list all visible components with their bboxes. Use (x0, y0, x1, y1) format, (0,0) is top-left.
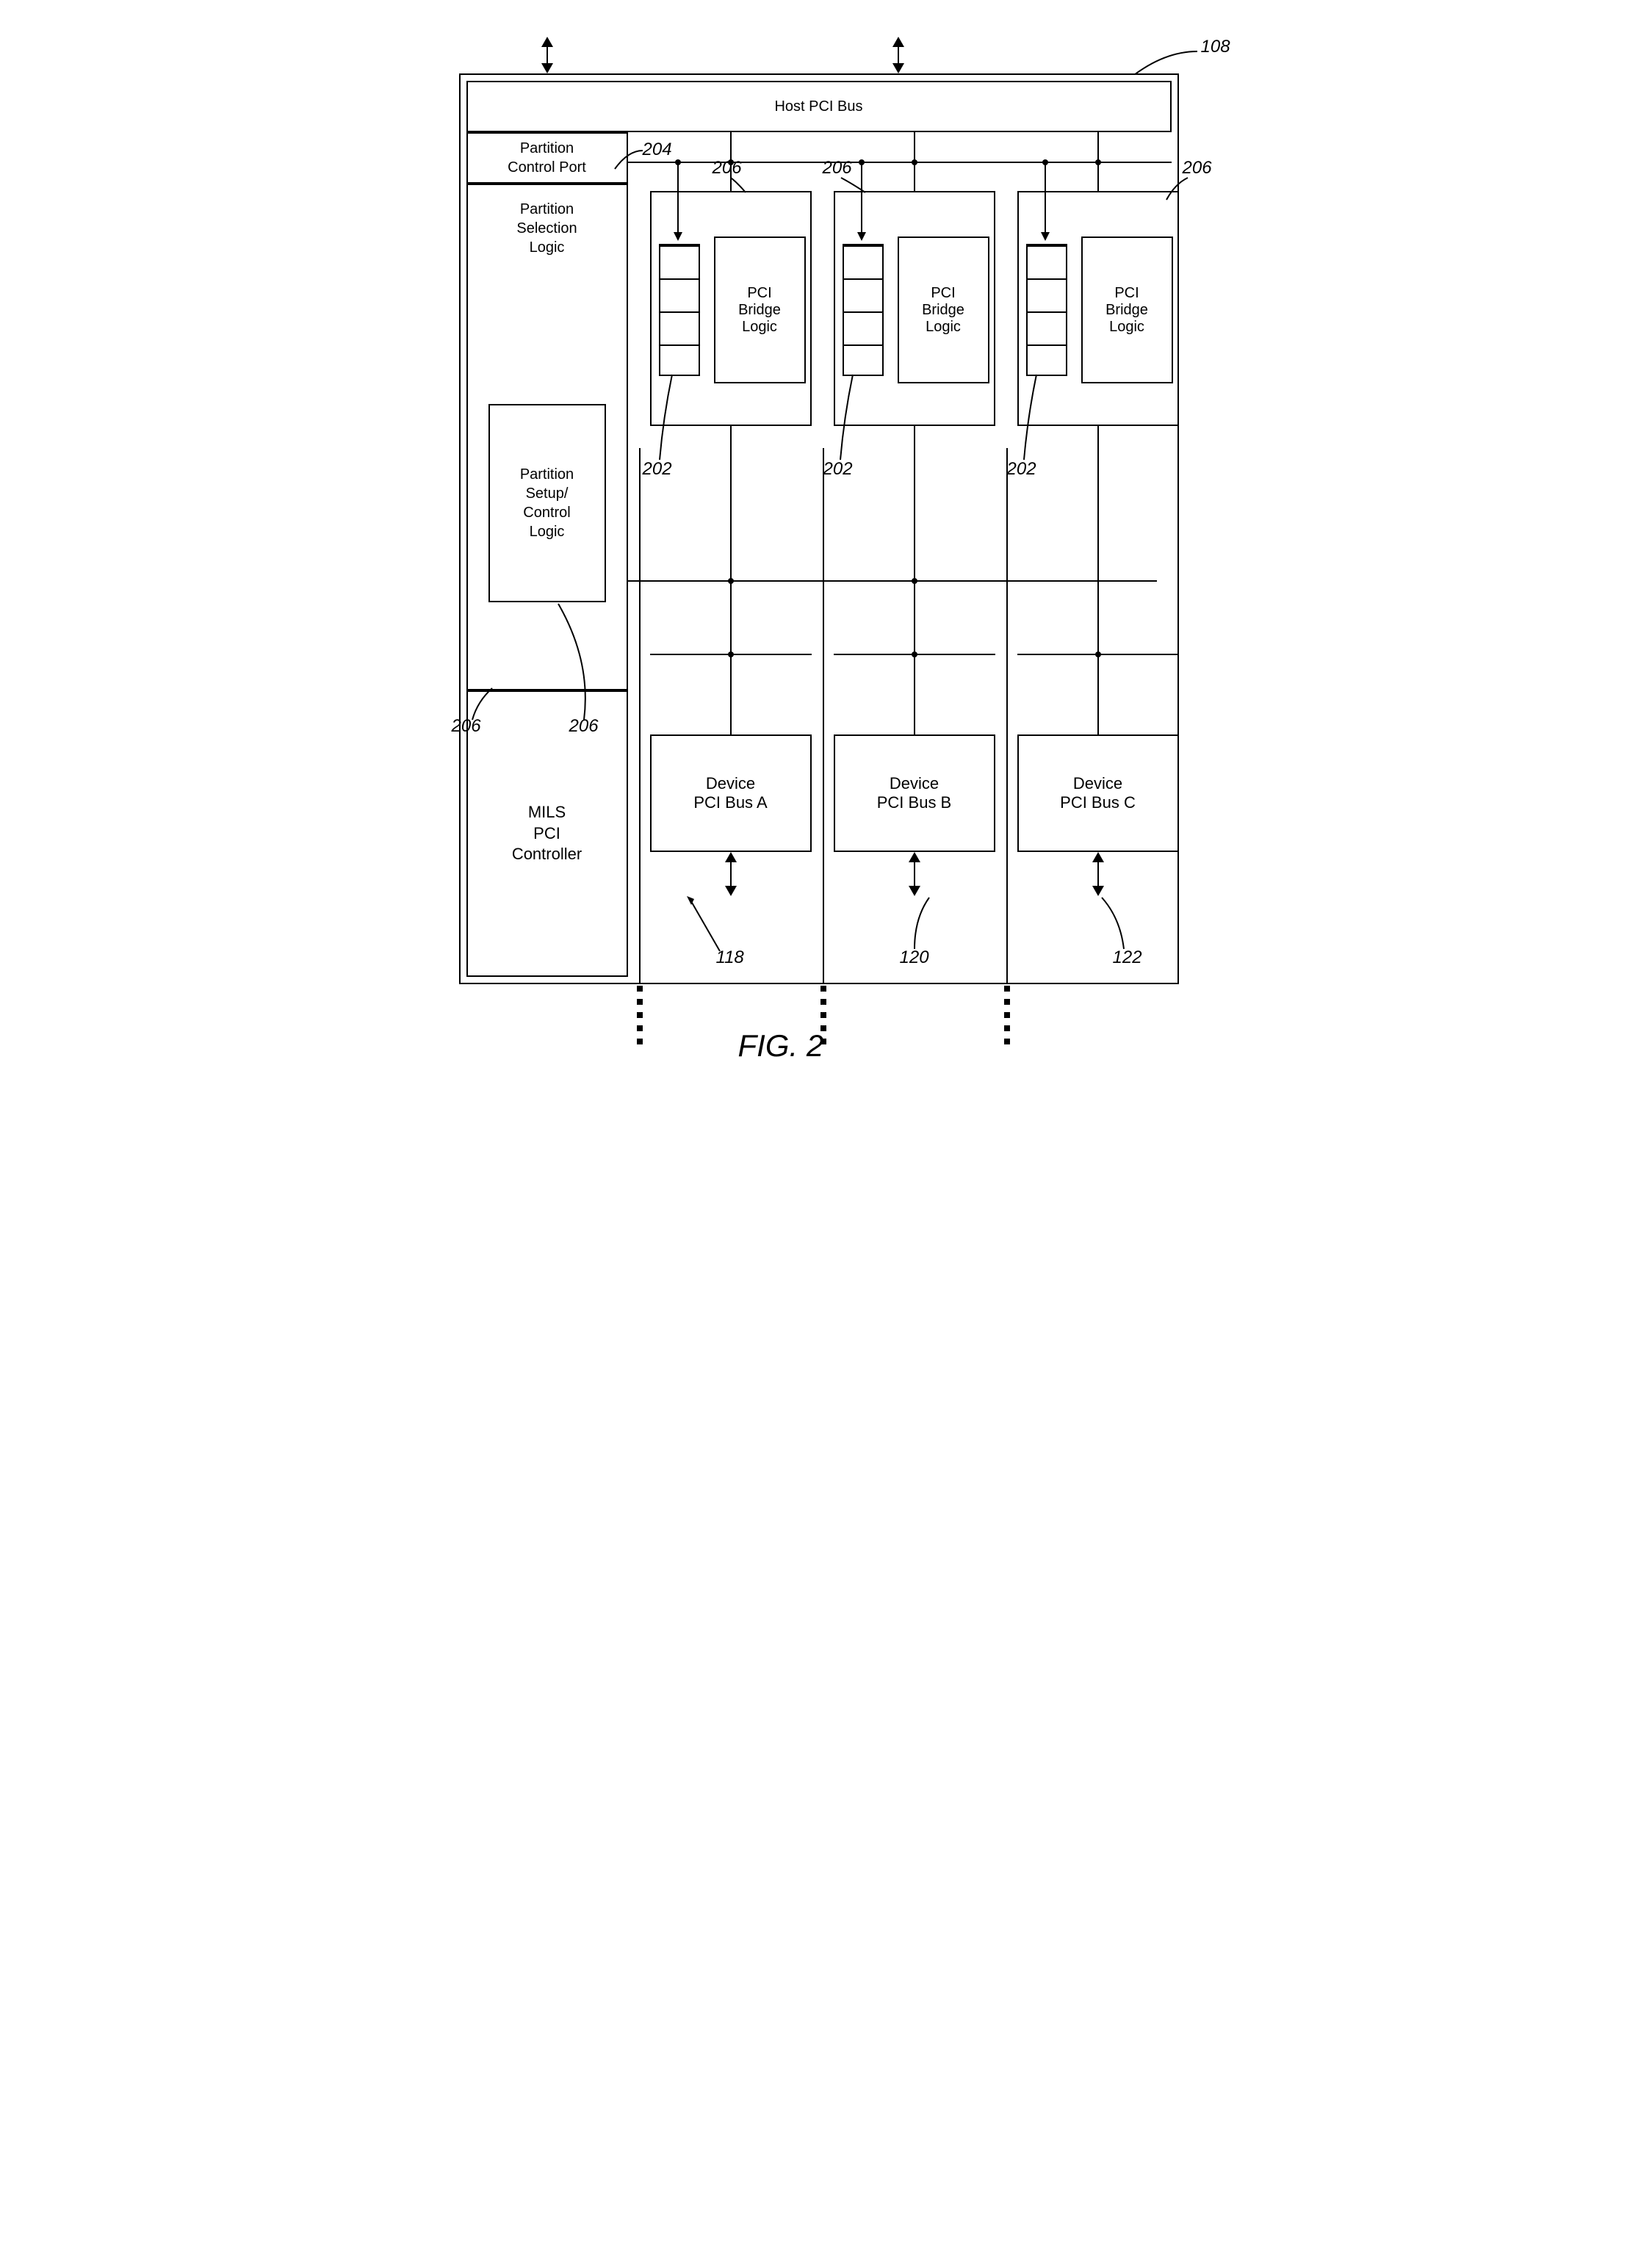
partition-setup-label: Partition Setup/ Control Logic (520, 465, 574, 541)
dot-pr-a (675, 159, 681, 165)
dot-a-top (728, 159, 734, 165)
figure-label: FIG. 2 (738, 1028, 824, 1064)
device-bus-c-label: Device PCI Bus C (1060, 774, 1136, 812)
sep-bc (1006, 448, 1008, 984)
bridge-logic-a: PCI Bridge Logic (714, 237, 806, 383)
dot-dev-a (728, 651, 734, 657)
ref-206-c: 206 (1183, 158, 1212, 178)
mils-label: MILS PCI Controller (512, 802, 582, 865)
control-bus-line (628, 580, 1157, 582)
mils-pci-controller: MILS PCI Controller (466, 690, 628, 977)
ref-202-a: 202 (643, 459, 672, 480)
leader-202-c (1022, 373, 1044, 461)
device-bus-a: Device PCI Bus A (650, 734, 812, 852)
sep-ab (823, 448, 824, 984)
dot-b-bot (912, 578, 917, 584)
device-bus-c: Device PCI Bus C (1017, 734, 1179, 852)
dot-dev-c (1095, 651, 1101, 657)
dot-c-top (1095, 159, 1101, 165)
partition-setup-logic: Partition Setup/ Control Logic (488, 404, 606, 602)
host-pci-bus: Host PCI Bus (466, 81, 1172, 132)
partition-port-label: Partition Control Port (508, 139, 586, 177)
leader-202-a (657, 373, 679, 461)
arrow-dev-c-out (1092, 852, 1104, 896)
ref-204: 204 (643, 140, 672, 160)
host-bus-label: Host PCI Bus (774, 97, 862, 116)
dot-dev-b (912, 651, 917, 657)
arrow-pr-c (1039, 162, 1051, 242)
bridge-logic-c-label: PCI Bridge Logic (1105, 285, 1148, 336)
pass-register-a (659, 244, 700, 376)
partition-selection-label: Partition Selection Logic (468, 200, 627, 257)
leader-206-sel (470, 687, 499, 723)
device-bus-b-label: Device PCI Bus B (877, 774, 951, 812)
pass-register-b (843, 244, 884, 376)
dot-a-bot (728, 578, 734, 584)
dot-b-top (912, 159, 917, 165)
arrow-pr-a (672, 162, 684, 242)
bus-select-line (628, 162, 1172, 163)
leader-122 (1098, 896, 1128, 951)
arrow-dev-b-out (909, 852, 920, 896)
arrow-host-bus-top (892, 37, 904, 73)
leader-118 (687, 896, 731, 955)
block-diagram: 108 Host PCI Bus Partition Control Port … (422, 29, 1230, 1058)
arrow-pr-b (856, 162, 868, 242)
bridge-logic-b-label: PCI Bridge Logic (922, 285, 964, 336)
dotted-left (637, 986, 643, 1052)
partition-control-port: Partition Control Port (466, 132, 628, 184)
arrow-partition-port-top (541, 37, 553, 73)
pass-register-c (1026, 244, 1067, 376)
bridge-logic-a-label: PCI Bridge Logic (738, 285, 781, 336)
ref-108: 108 (1201, 37, 1230, 57)
bridge-logic-b: PCI Bridge Logic (898, 237, 989, 383)
dot-pr-b (859, 159, 865, 165)
dotted-bc (1004, 986, 1010, 1052)
bridge-logic-c: PCI Bridge Logic (1081, 237, 1173, 383)
leader-120 (911, 896, 940, 951)
dot-pr-c (1042, 159, 1048, 165)
leader-206-setup (555, 602, 599, 723)
arrow-dev-a-out (725, 852, 737, 896)
leader-206-c (1164, 176, 1190, 202)
leader-202-b (838, 373, 860, 461)
device-bus-a-label: Device PCI Bus A (693, 774, 767, 812)
ref-202-c: 202 (1007, 459, 1036, 480)
ref-202-b: 202 (823, 459, 853, 480)
device-bus-b: Device PCI Bus B (834, 734, 995, 852)
sep-left (639, 448, 641, 984)
